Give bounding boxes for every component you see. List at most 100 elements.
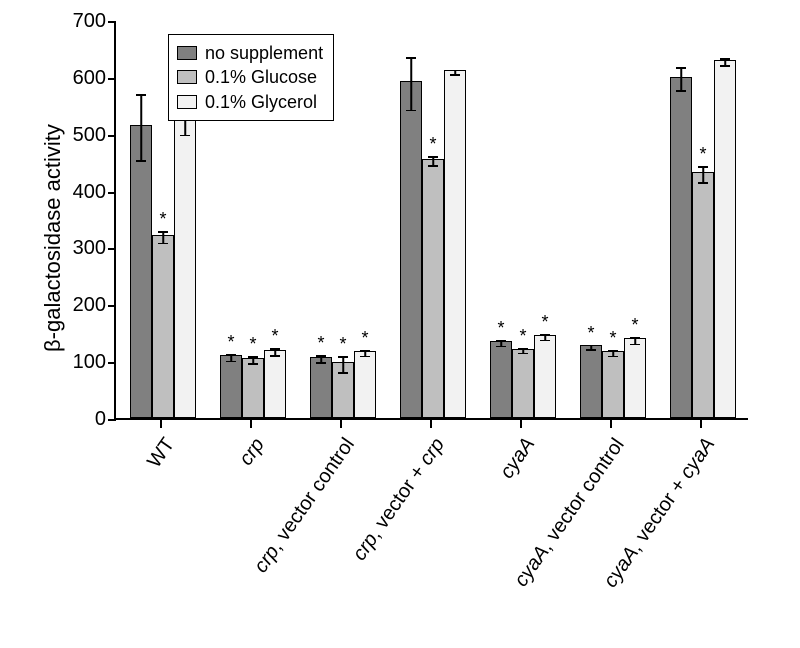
bar xyxy=(152,235,174,418)
error-cap xyxy=(720,65,730,67)
error-cap xyxy=(406,110,416,112)
x-tick-mark xyxy=(700,420,702,428)
error-cap xyxy=(248,363,258,365)
error-bar xyxy=(410,57,412,109)
y-tick-label: 600 xyxy=(73,67,106,90)
significance-marker: * xyxy=(609,328,616,349)
legend-label: no supplement xyxy=(205,41,323,65)
error-bar xyxy=(680,67,682,90)
legend-label: 0.1% Glycerol xyxy=(205,90,317,114)
x-tick-mark xyxy=(160,420,162,428)
significance-marker: * xyxy=(317,333,324,354)
significance-marker: * xyxy=(587,323,594,344)
significance-marker: * xyxy=(361,328,368,349)
y-tick-label: 200 xyxy=(73,294,106,317)
significance-marker: * xyxy=(497,318,504,339)
error-cap xyxy=(496,340,506,342)
error-cap xyxy=(406,57,416,59)
error-cap xyxy=(248,356,258,358)
legend-item: no supplement xyxy=(177,41,323,65)
error-cap xyxy=(586,345,596,347)
bar xyxy=(242,358,264,418)
y-tick-label: 500 xyxy=(73,124,106,147)
legend-swatch xyxy=(177,46,197,60)
error-cap xyxy=(428,156,438,158)
x-axis-label: WT xyxy=(143,434,180,473)
bar xyxy=(174,111,196,418)
error-cap xyxy=(518,348,528,350)
significance-marker: * xyxy=(271,326,278,347)
legend-swatch xyxy=(177,70,197,84)
bar xyxy=(310,357,332,418)
y-tick-label: 100 xyxy=(73,351,106,374)
error-bar xyxy=(342,356,344,372)
y-tick-mark xyxy=(108,362,116,364)
bar xyxy=(354,351,376,418)
legend-swatch xyxy=(177,95,197,109)
error-cap xyxy=(608,350,618,352)
y-axis-title: β-galactosidase activity xyxy=(40,124,66,352)
x-axis-label: cyaA xyxy=(496,434,540,484)
error-cap xyxy=(316,355,326,357)
y-tick-label: 400 xyxy=(73,181,106,204)
y-tick-label: 300 xyxy=(73,237,106,260)
y-tick-mark xyxy=(108,248,116,250)
error-cap xyxy=(630,337,640,339)
bar xyxy=(400,81,422,418)
x-axis-label: crp, vector control xyxy=(250,434,360,577)
significance-marker: * xyxy=(699,144,706,165)
bar xyxy=(130,125,152,418)
legend-item: 0.1% Glycerol xyxy=(177,90,323,114)
error-cap xyxy=(540,340,550,342)
bar xyxy=(534,335,556,418)
significance-marker: * xyxy=(429,134,436,155)
error-cap xyxy=(428,165,438,167)
error-cap xyxy=(676,67,686,69)
y-tick-mark xyxy=(108,135,116,137)
bar xyxy=(580,345,602,418)
bar xyxy=(670,77,692,418)
error-cap xyxy=(698,166,708,168)
significance-marker: * xyxy=(227,332,234,353)
bar xyxy=(602,351,624,418)
error-cap xyxy=(630,344,640,346)
significance-marker: * xyxy=(159,209,166,230)
error-cap xyxy=(540,334,550,336)
significance-marker: * xyxy=(631,315,638,336)
y-tick-mark xyxy=(108,305,116,307)
bar xyxy=(512,349,534,418)
error-cap xyxy=(518,353,528,355)
bar xyxy=(692,172,714,418)
bar xyxy=(264,350,286,418)
x-tick-mark xyxy=(250,420,252,428)
x-tick-mark xyxy=(430,420,432,428)
error-cap xyxy=(496,346,506,348)
legend-item: 0.1% Glucose xyxy=(177,65,323,89)
error-cap xyxy=(676,90,686,92)
x-tick-mark xyxy=(340,420,342,428)
y-tick-label: 700 xyxy=(73,10,106,33)
error-bar xyxy=(702,166,704,182)
error-cap xyxy=(226,361,236,363)
error-cap xyxy=(158,243,168,245)
significance-marker: * xyxy=(519,326,526,347)
bar xyxy=(490,341,512,418)
error-cap xyxy=(338,356,348,358)
significance-marker: * xyxy=(339,334,346,355)
x-tick-mark xyxy=(520,420,522,428)
error-cap xyxy=(450,74,460,76)
significance-marker: * xyxy=(541,312,548,333)
legend-label: 0.1% Glucose xyxy=(205,65,317,89)
x-tick-mark xyxy=(610,420,612,428)
error-cap xyxy=(338,372,348,374)
bar xyxy=(624,338,646,418)
error-bar xyxy=(140,94,142,160)
error-cap xyxy=(316,362,326,364)
bar xyxy=(422,159,444,418)
error-cap xyxy=(720,58,730,60)
error-cap xyxy=(226,354,236,356)
error-cap xyxy=(158,231,168,233)
beta-galactosidase-bar-chart: 0100200300400500600700***************β-g… xyxy=(0,0,800,648)
error-bar xyxy=(162,231,164,242)
y-tick-mark xyxy=(108,21,116,23)
